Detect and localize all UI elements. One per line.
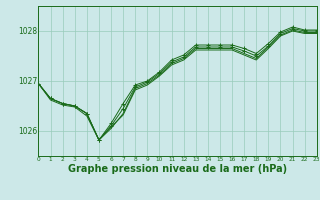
X-axis label: Graphe pression niveau de la mer (hPa): Graphe pression niveau de la mer (hPa) xyxy=(68,164,287,174)
